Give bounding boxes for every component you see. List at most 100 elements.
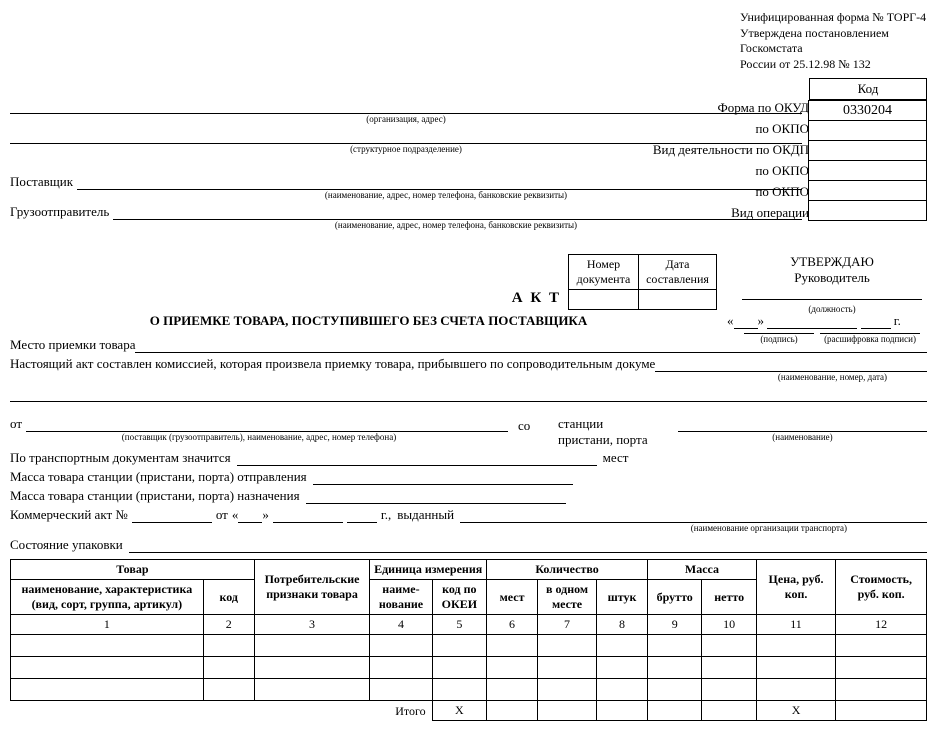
table-cell[interactable] <box>11 657 204 679</box>
total-cell[interactable] <box>836 701 927 721</box>
approve-block: УТВЕРЖДАЮ Руководитель (должность) (подп… <box>737 254 927 344</box>
table-cell[interactable] <box>11 635 204 657</box>
comm-act-by-line[interactable] <box>460 508 927 523</box>
col-5: 5 <box>432 615 486 635</box>
sig-decode-line[interactable] <box>820 320 920 334</box>
comm-act-caption: (наименование организации транспорта) <box>10 523 927 533</box>
docbox-col1: Номер документа <box>569 255 639 290</box>
goods-table: Товар Потребительские признаки товара Ед… <box>10 559 927 721</box>
from-line[interactable] <box>26 417 508 432</box>
station-label: станции <box>558 416 668 432</box>
form-header: Унифицированная форма № ТОРГ-4 Утвержден… <box>740 10 927 72</box>
col-7: 7 <box>538 615 597 635</box>
supplier-label: Поставщик <box>10 174 77 190</box>
commission-caption: (наименование, номер, дата) <box>10 372 927 382</box>
struct-caption: (структурное подразделение) <box>10 144 802 154</box>
code-header: Код <box>809 78 927 100</box>
header-line3: России от 25.12.98 № 132 <box>740 57 927 73</box>
mid-section: УТВЕРЖДАЮ Руководитель (должность) (подп… <box>10 254 927 329</box>
sig-line[interactable] <box>744 320 814 334</box>
mass-send-label: Масса товара станции (пристани, порта) о… <box>10 469 307 485</box>
col-10: 10 <box>702 615 756 635</box>
th-consumer: Потребительские признаки товара <box>254 560 370 615</box>
supplier-line[interactable] <box>77 174 802 190</box>
commission-text: Настоящий акт составлен комиссией, котор… <box>10 356 655 372</box>
sig-caption2: (расшифровка подписи) <box>820 334 920 344</box>
docbox-col2: Дата составления <box>639 255 717 290</box>
header-line2: Утверждена постановлением Госкомстата <box>740 26 927 57</box>
total-cell[interactable] <box>597 701 648 721</box>
total-x: X <box>432 701 486 721</box>
package-label: Состояние упаковки <box>10 537 123 553</box>
subtitle: О ПРИЕМКЕ ТОВАРА, ПОСТУПИВШЕГО БЕЗ СЧЕТА… <box>10 313 727 329</box>
th-unit-okei: код по ОКЕИ <box>432 580 486 615</box>
comm-act-from: от <box>216 507 228 523</box>
total-cell[interactable] <box>648 701 702 721</box>
total-cell[interactable] <box>538 701 597 721</box>
doc-date[interactable] <box>639 290 717 310</box>
okud-value: 0330204 <box>809 101 927 121</box>
oper-cell[interactable] <box>809 201 927 221</box>
org-line[interactable] <box>10 100 802 114</box>
code-section: Код 0330204 <box>808 78 927 221</box>
col-2: 2 <box>203 615 254 635</box>
pier-label: пристани, порта <box>558 432 668 448</box>
col-4: 4 <box>370 615 432 635</box>
th-goods-name: наименование, характеристика (вид, сорт,… <box>11 580 204 615</box>
transport-line[interactable] <box>237 451 597 466</box>
total-label: Итого <box>370 701 432 721</box>
co-caption: (наименование) <box>678 432 927 442</box>
station-line[interactable] <box>678 418 927 432</box>
role-caption: (должность) <box>737 304 927 314</box>
col-1: 1 <box>11 615 204 635</box>
from-caption: (поставщик (грузоотправитель), наименова… <box>10 432 508 442</box>
comm-act-label: Коммерческий акт № <box>10 507 128 523</box>
comm-act-num[interactable] <box>132 508 212 523</box>
ca-month[interactable] <box>273 509 343 523</box>
shipper-caption: (наименование, адрес, номер телефона, ба… <box>110 220 802 230</box>
approve-role: Руководитель <box>737 270 927 286</box>
role-line[interactable] <box>742 286 922 300</box>
okdp-cell[interactable] <box>809 141 927 161</box>
th-qty-inone: в одном месте <box>538 580 597 615</box>
ca-day[interactable] <box>238 509 262 523</box>
th-price: Цена, руб. коп. <box>756 560 835 615</box>
okpo2-cell[interactable] <box>809 161 927 181</box>
approve-title: УТВЕРЖДАЮ <box>737 254 927 270</box>
org-caption: (организация, адрес) <box>10 114 802 124</box>
shipper-line[interactable] <box>113 204 802 220</box>
ca-year[interactable] <box>347 509 377 523</box>
col-11: 11 <box>756 615 835 635</box>
okpo3-cell[interactable] <box>809 181 927 201</box>
th-unit: Единица измерения <box>370 560 487 580</box>
transport-label: По транспортным документам значится <box>10 450 231 466</box>
place-label: Место приемки товара <box>10 337 135 353</box>
org-fields: (организация, адрес) (структурное подраз… <box>10 78 808 234</box>
th-qty-places: мест <box>487 580 538 615</box>
total-x2: X <box>756 701 835 721</box>
th-unit-name: наиме-нование <box>370 580 432 615</box>
from-label: от <box>10 416 22 432</box>
mass-send-line[interactable] <box>313 470 573 485</box>
mass-dest-label: Масса товара станции (пристани, порта) н… <box>10 488 300 504</box>
th-qty: Количество <box>487 560 648 580</box>
mass-dest-line[interactable] <box>306 489 566 504</box>
struct-line[interactable] <box>10 130 802 144</box>
total-cell[interactable] <box>702 701 756 721</box>
comm-act-issued: выданный <box>397 507 454 523</box>
total-cell[interactable] <box>487 701 538 721</box>
th-cost: Стоимость, руб. коп. <box>836 560 927 615</box>
th-mass-net: нетто <box>702 580 756 615</box>
commission-line2[interactable] <box>10 388 927 402</box>
package-line[interactable] <box>129 538 927 553</box>
table-cell[interactable] <box>11 679 204 701</box>
col-8: 8 <box>597 615 648 635</box>
doc-number[interactable] <box>569 290 639 310</box>
th-mass-gross: брутто <box>648 580 702 615</box>
header-line1: Унифицированная форма № ТОРГ-4 <box>740 10 927 26</box>
okpo1-cell[interactable] <box>809 121 927 141</box>
body-section: Место приемки товара Настоящий акт соста… <box>10 337 927 553</box>
th-goods: Товар <box>11 560 255 580</box>
commission-line[interactable] <box>655 357 927 372</box>
doc-box: Номер документа Дата составления <box>568 254 717 310</box>
